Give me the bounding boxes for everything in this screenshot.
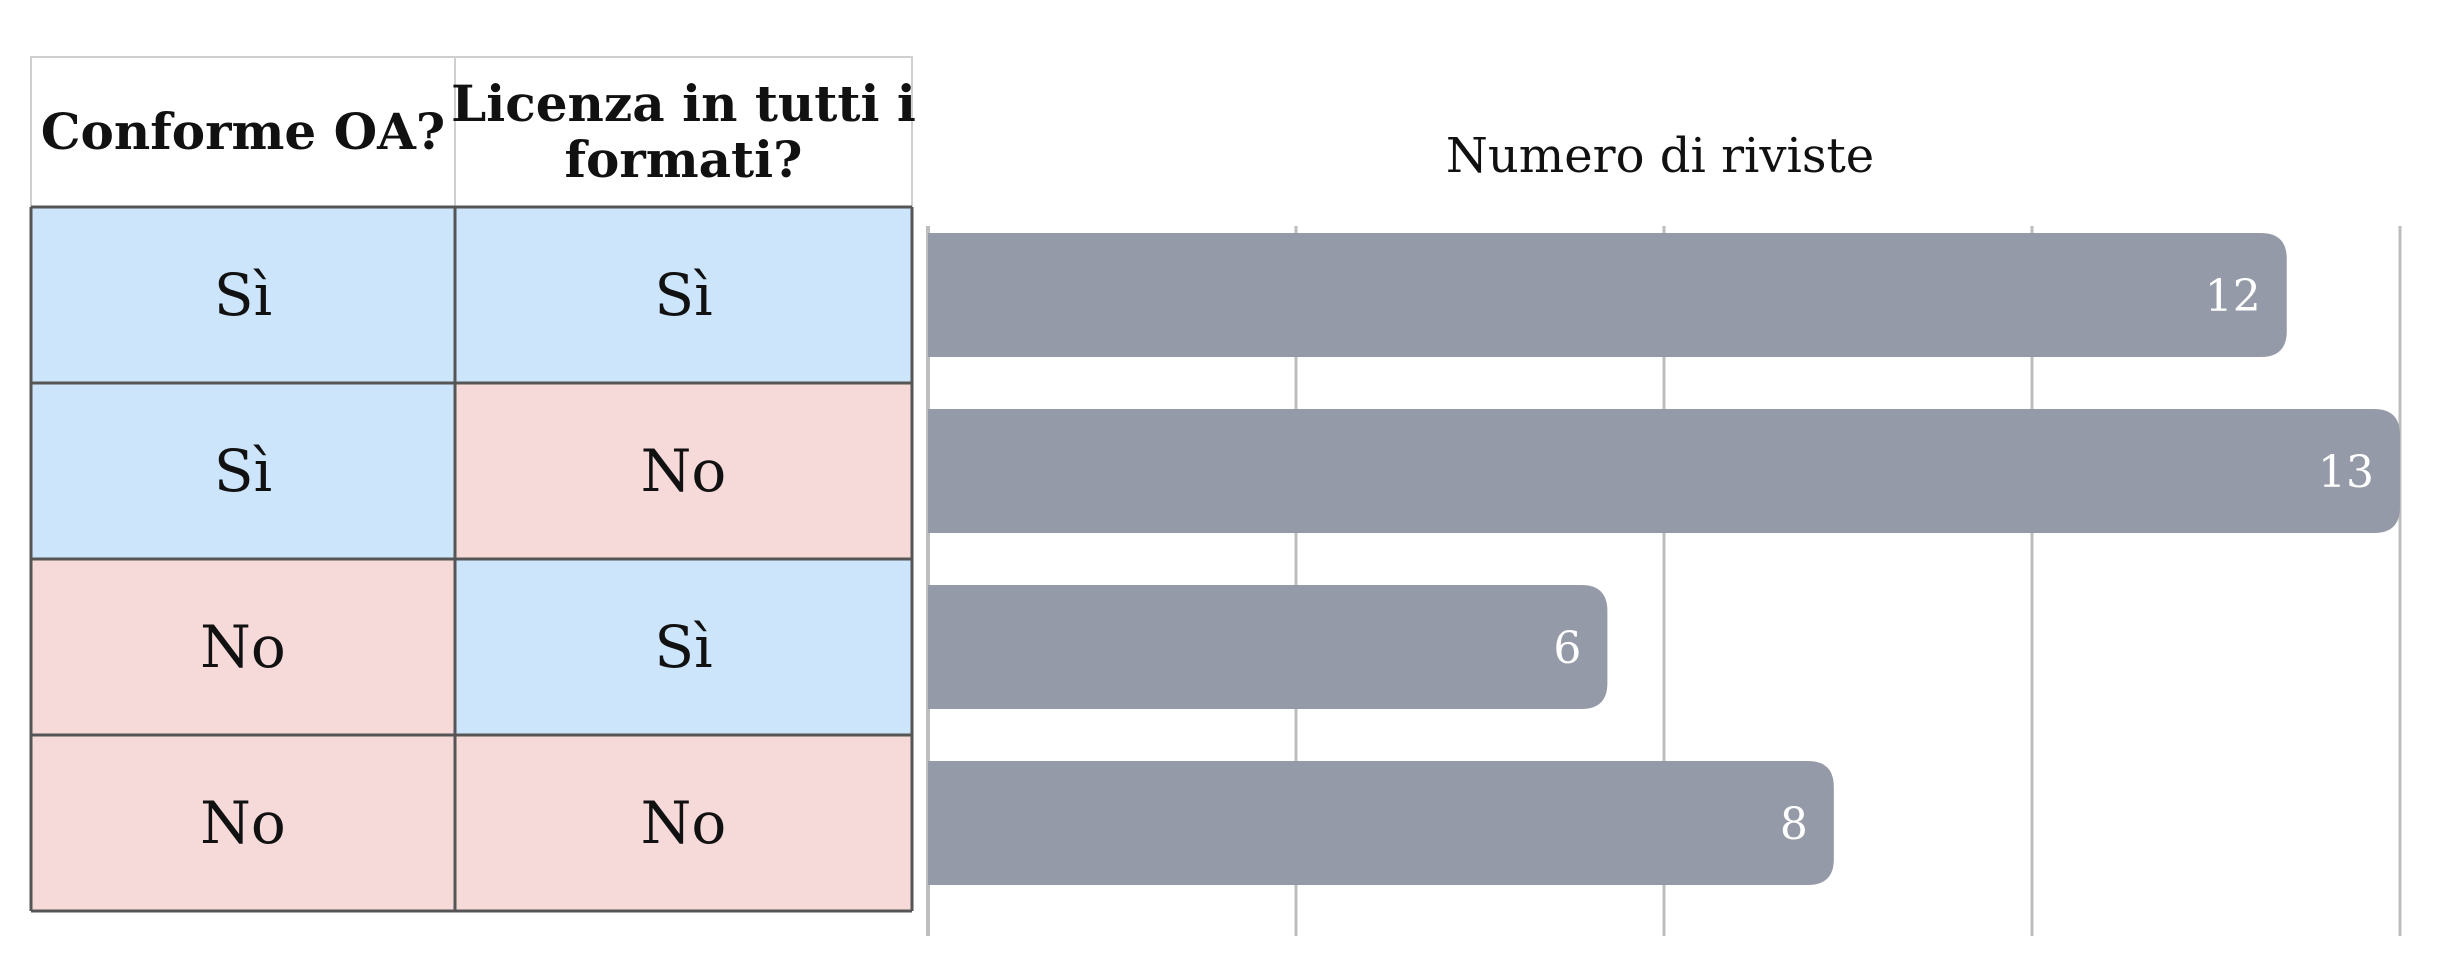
table-cell-text: Sì: [654, 261, 712, 329]
bar-value-label: 6: [1553, 623, 1581, 674]
table-cell-text: No: [200, 789, 286, 857]
bar: [928, 409, 2400, 533]
table-cell: [31, 207, 455, 383]
table-header-text: Licenza in tutti i: [451, 74, 916, 133]
table-cell: [31, 735, 455, 911]
table-cell-text: No: [200, 613, 286, 681]
bar: [928, 761, 1834, 885]
table-header-cell: [30, 56, 456, 208]
table-header-cell: [454, 56, 913, 208]
table-header-text: formati?: [565, 130, 803, 189]
table-cell: [31, 383, 455, 559]
table-cell: [31, 559, 455, 735]
table-header-text: Conforme OA?: [41, 102, 445, 161]
bar-value-label: 12: [2205, 271, 2261, 322]
bar-value-label: 8: [1780, 799, 1808, 850]
chart-title: Numero di riviste: [1446, 128, 1874, 184]
bar: [928, 585, 1608, 709]
table-cell-text: Sì: [214, 437, 272, 505]
table-cell: [455, 735, 912, 911]
table-cell-text: No: [641, 437, 727, 505]
table-cell: [455, 559, 912, 735]
bar: [928, 233, 2287, 357]
bar-chart: Numero di riviste 12 13 6 8: [926, 128, 2402, 936]
table-cell: [455, 207, 912, 383]
bar-value-label: 13: [2318, 447, 2374, 498]
table-cell-text: No: [641, 789, 727, 857]
table-cell-text: Sì: [214, 261, 272, 329]
bars: [928, 233, 2400, 885]
table-cell-text: Sì: [654, 613, 712, 681]
table-cell: [455, 383, 912, 559]
bar-labels: 12 13 6 8: [1553, 271, 2374, 850]
